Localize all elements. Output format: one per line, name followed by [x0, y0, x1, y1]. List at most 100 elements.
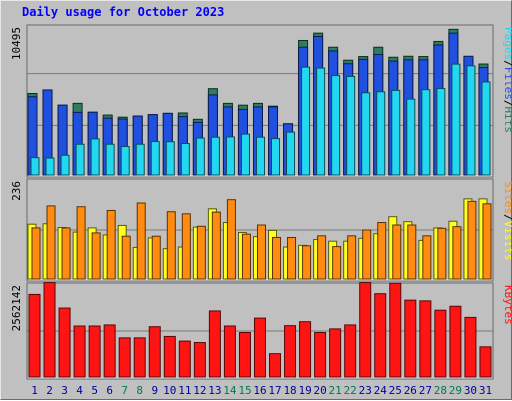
- bar-sites: [302, 245, 312, 280]
- chart-title: Daily usage for October 2023: [22, 5, 225, 19]
- bar-sites: [91, 232, 101, 280]
- x-tick-label: 14: [223, 384, 237, 397]
- bar-pages: [60, 154, 70, 176]
- x-tick-label: 29: [449, 384, 462, 397]
- x-tick-label: 25: [389, 384, 402, 397]
- bar-pages: [271, 138, 281, 176]
- bar-sites: [407, 224, 417, 280]
- x-tick-label: 19: [298, 384, 311, 397]
- legend-entry: /: [502, 214, 512, 221]
- x-tick-label: 26: [404, 384, 417, 397]
- bar-sites: [226, 199, 236, 280]
- y-max-label: 2562142: [10, 285, 23, 331]
- bar-pages: [120, 146, 130, 176]
- bar-pages: [391, 89, 401, 176]
- bar-kbytes: [28, 293, 41, 378]
- x-tick-label: 6: [106, 384, 113, 397]
- bar-sites: [256, 224, 266, 280]
- bar-kbytes: [148, 326, 161, 378]
- bar-kbytes: [103, 324, 116, 378]
- bar-pages: [240, 133, 250, 176]
- x-tick-label: 5: [91, 384, 98, 397]
- bar-sites: [241, 233, 251, 280]
- bar-sites: [422, 235, 432, 280]
- legend: Sites/Visits: [502, 181, 512, 261]
- bar-pages: [210, 136, 220, 176]
- bar-pages: [316, 67, 326, 176]
- legend-entry: KBytes: [502, 285, 512, 325]
- bar-sites: [287, 236, 297, 280]
- x-tick-label: 8: [136, 384, 143, 397]
- legend: Pages/Files/Hits: [502, 27, 512, 133]
- bar-pages: [150, 141, 160, 176]
- x-tick-label: 9: [151, 384, 158, 397]
- bar-sites: [106, 209, 116, 280]
- bar-pages: [346, 75, 356, 176]
- bar-sites: [482, 203, 492, 280]
- x-tick-label: 13: [208, 384, 221, 397]
- x-tick-label: 3: [61, 384, 68, 397]
- bar-pages: [165, 141, 175, 176]
- bar-sites: [392, 224, 402, 280]
- bar-kbytes: [284, 325, 297, 378]
- bar-pages: [376, 91, 386, 176]
- bar-pages: [301, 66, 311, 176]
- bar-kbytes: [208, 310, 221, 378]
- bar-sites: [347, 235, 357, 280]
- bar-sites: [332, 246, 342, 280]
- legend-entry: /: [502, 60, 512, 67]
- bar-pages: [30, 157, 40, 176]
- bar-sites: [121, 235, 131, 280]
- bar-sites: [211, 211, 221, 280]
- x-tick-label: 12: [193, 384, 206, 397]
- bar-kbytes: [88, 325, 101, 378]
- bar-pages: [406, 98, 416, 176]
- bar-sites: [452, 226, 462, 280]
- legend-entry: Files: [502, 67, 512, 100]
- bar-kbytes: [464, 316, 477, 378]
- legend-entry: Visits: [502, 221, 512, 261]
- x-tick-label: 7: [121, 384, 128, 397]
- bar-kbytes: [58, 307, 71, 378]
- bar-kbytes: [434, 309, 447, 378]
- x-tick-label: 1: [31, 384, 38, 397]
- x-tick-label: 10: [163, 384, 176, 397]
- bar-sites: [317, 235, 327, 280]
- bar-kbytes: [374, 293, 387, 378]
- x-tick-label: 18: [283, 384, 296, 397]
- legend-entry: Pages: [502, 27, 512, 60]
- bar-sites: [362, 229, 372, 280]
- bar-kbytes: [269, 353, 282, 378]
- legend-entry: Hits: [502, 107, 512, 134]
- x-tick-label: 15: [238, 384, 251, 397]
- bar-kbytes: [299, 321, 312, 378]
- bar-sites: [46, 205, 56, 280]
- bar-pages: [331, 75, 341, 176]
- bar-sites: [76, 206, 86, 280]
- bar-pages: [105, 143, 115, 176]
- x-tick-label: 31: [479, 384, 492, 397]
- bar-kbytes: [253, 317, 266, 378]
- bar-sites: [61, 227, 71, 280]
- bar-pages: [286, 131, 296, 176]
- bar-pages: [255, 136, 265, 176]
- bar-pages: [466, 65, 476, 176]
- bar-sites: [467, 200, 477, 280]
- bar-kbytes: [344, 324, 357, 378]
- bar-pages: [481, 81, 491, 176]
- bar-sites: [151, 235, 161, 280]
- x-tick-label: 4: [76, 384, 83, 397]
- bar-pages: [421, 89, 431, 176]
- bar-kbytes: [329, 328, 342, 378]
- x-tick-label: 23: [359, 384, 372, 397]
- y-max-label: 10495: [10, 27, 23, 60]
- x-tick-label: 2: [46, 384, 53, 397]
- bar-pages: [90, 138, 100, 176]
- bar-kbytes: [419, 300, 432, 378]
- legend-entry: Sites: [502, 181, 512, 214]
- bar-kbytes: [404, 299, 417, 378]
- bar-sites: [31, 227, 41, 280]
- bar-sites: [136, 202, 146, 280]
- x-tick-label: 21: [329, 384, 342, 397]
